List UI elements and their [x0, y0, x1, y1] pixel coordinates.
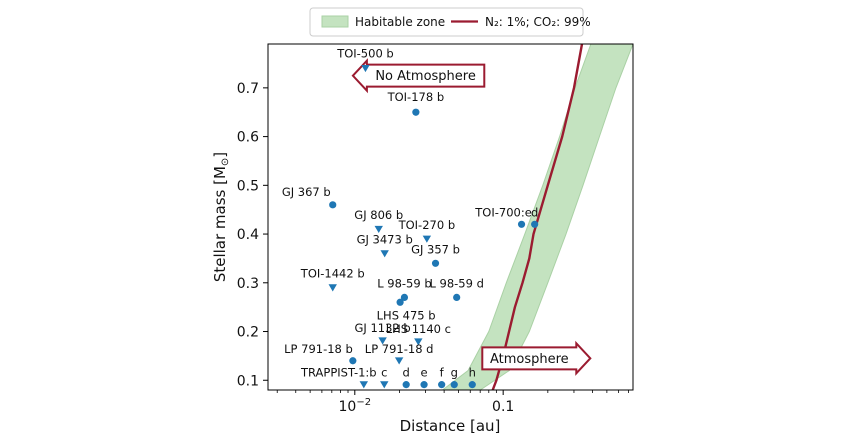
planet-marker-g-22 [450, 381, 458, 389]
y-tick-label: 0.1 [237, 373, 259, 389]
y-tick-label: 0.5 [237, 178, 259, 194]
legend-habitable-zone-label: Habitable zone [355, 15, 445, 29]
planet-label-gj-3473-b-5: GJ 3473 b [357, 233, 413, 247]
y-tick-label: 0.4 [237, 227, 259, 243]
planet-marker-lp-791-18-b-13 [349, 357, 357, 365]
planet-label-h-23: h [469, 366, 476, 380]
region-label-atmosphere: Atmosphere [490, 352, 569, 367]
planet-marker-gj-806-b-3 [374, 225, 383, 233]
planet-marker-lhs-475-b-10 [396, 298, 404, 306]
y-tick-label: 0.3 [237, 276, 259, 292]
planet-marker-l-98-59-b-8 [400, 293, 409, 302]
legend-box [309, 7, 584, 37]
region-label-no-atmosphere: No Atmosphere [375, 69, 476, 84]
y-axis-label-sub: ⊙ [220, 158, 231, 166]
planet-label-l-98-59-b-8: L 98-59 b [377, 276, 431, 290]
planet-label-toi-500-b-0: TOI-500 b [336, 46, 394, 60]
planet-label-e-20: e [421, 366, 428, 380]
planet-label-toi-178-b-1: TOI-178 b [387, 90, 445, 104]
legend: Habitable zone N₂: 1%; CO₂: 99% [309, 7, 591, 37]
legend-habitable-zone-swatch [321, 15, 349, 28]
x-tick-label: 0.1 [492, 399, 514, 415]
planet-marker-d-19 [402, 381, 410, 389]
planet-label-gj-357-b-6: GJ 357 b [411, 242, 460, 256]
planet-marker-trappist-1-b-17 [359, 381, 369, 389]
planet-label-toi-700-e-15: TOI-700:e [474, 205, 532, 219]
x-axis-label: Distance [au] [400, 417, 501, 435]
x-tick-label-exp: −2 [356, 397, 371, 408]
planet-marker-gj-357-b-6 [431, 259, 440, 267]
planet-marker-l-98-59-d-9 [453, 293, 461, 302]
planet-label-lp-791-18-b-13: LP 791-18 b [284, 342, 353, 356]
planet-marker-toi-500-b-0 [361, 65, 370, 73]
planet-marker-gj-3473-b-5 [380, 250, 389, 258]
planet-label-lhs-1140-c-12: LHS 1140 c [386, 322, 451, 336]
planet-label-c-18: c [381, 366, 387, 380]
planet-label-toi-1442-b-7: TOI-1442 b [300, 267, 365, 281]
y-axis-label: Stellar mass [M⊙] [211, 152, 231, 282]
plot-area: No Atmosphere Atmosphere TOI-500 b TOI-178 … [282, 44, 633, 390]
planet-label-lp-791-18-d-14: LP 791-18 d [365, 342, 434, 356]
y-axis-label-close: ] [211, 152, 229, 158]
y-axis-label-main: Stellar mass [M [211, 166, 229, 282]
planet-marker-toi-270-b-4 [422, 235, 432, 243]
planet-label-gj-806-b-3: GJ 806 b [354, 208, 403, 222]
region-arrow-atmosphere [481, 340, 592, 376]
planet-marker-lp-791-18-d-14 [394, 357, 404, 365]
planet-label-trappist-1-b-17: TRAPPIST-1:b [300, 366, 377, 380]
planet-label-g-22: g [451, 366, 458, 380]
planet-label-lhs-475-b-10: LHS 475 b [377, 308, 436, 322]
planet-label-toi-270-b-4: TOI-270 b [398, 218, 456, 232]
planet-marker-d-16 [531, 220, 539, 228]
region-arrow-no-atmosphere [351, 58, 486, 94]
x-tick-label-base: 10 [339, 399, 357, 415]
planet-label-l-98-59-d-9: L 98-59 d [429, 276, 483, 290]
planet-marker-f-21 [438, 381, 446, 389]
legend-boundary-label: N₂: 1%; CO₂: 99% [485, 15, 591, 29]
planet-label-gj-1132-b-11: GJ 1132 b [355, 321, 411, 335]
planet-marker-lhs-1140-c-12 [414, 338, 423, 346]
planet-label-f-21: f [440, 366, 445, 380]
axis-ticks: 0.1 0.2 0.3 0.4 0.5 0.6 0.7 10−2 0.1 [237, 81, 629, 415]
planet-marker-gj-1132-b-11 [378, 337, 387, 345]
axes-frame [267, 43, 634, 391]
planet-label-d-19: d [403, 366, 410, 380]
planet-marker-toi-1442-b-7 [328, 284, 337, 292]
planet-marker-c-18 [380, 381, 389, 389]
planet-label-d-16: d [531, 205, 538, 219]
y-tick-label: 0.7 [237, 81, 259, 97]
planet-marker-e-20 [420, 381, 428, 389]
planet-label-gj-367-b-2: GJ 367 b [282, 185, 331, 199]
planet-marker-gj-367-b-2 [329, 201, 337, 209]
y-tick-label: 0.6 [237, 130, 259, 146]
x-tick-label: 10−2 [339, 397, 372, 415]
planet-marker-toi-178-b-1 [412, 108, 420, 116]
y-tick-label: 0.2 [237, 325, 259, 341]
planet-marker-toi-700-e-15 [517, 220, 526, 228]
planet-marker-h-23 [468, 381, 476, 389]
